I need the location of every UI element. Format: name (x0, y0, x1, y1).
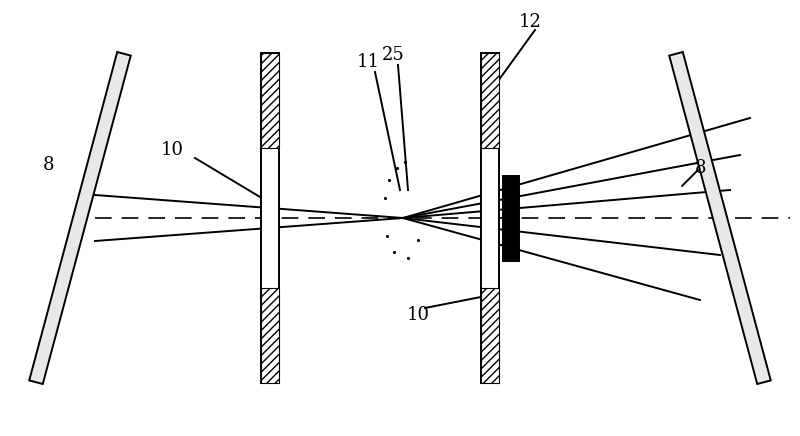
Text: 8: 8 (42, 156, 54, 174)
Bar (503, 176, 519, 260)
Text: 10: 10 (406, 306, 430, 324)
Text: 11: 11 (357, 53, 379, 71)
Text: 12: 12 (518, 13, 542, 31)
Polygon shape (30, 52, 130, 384)
Polygon shape (670, 52, 770, 384)
Bar (261, 53, 279, 383)
Text: 8: 8 (694, 159, 706, 177)
Text: 25: 25 (382, 46, 404, 64)
Text: 10: 10 (161, 141, 183, 159)
Bar (261, 288, 279, 383)
Bar (481, 53, 499, 383)
Bar (481, 288, 499, 383)
Bar (481, 53, 499, 148)
Bar (261, 53, 279, 148)
